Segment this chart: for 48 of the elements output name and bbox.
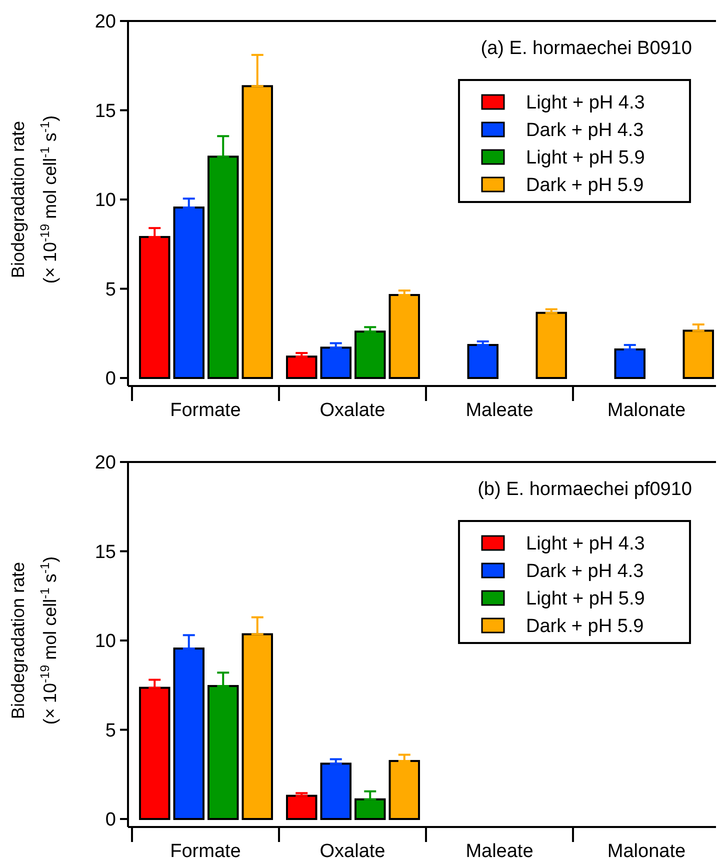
legend-label: Light + pH 4.3 [526, 534, 645, 555]
legend-label: Light + pH 5.9 [526, 148, 645, 169]
x-tick-label: Oxalate [320, 400, 386, 421]
y-tick-label: 5 [105, 279, 116, 300]
bar [173, 648, 204, 820]
bar [173, 206, 204, 379]
bar [467, 344, 498, 379]
legend-label: Dark + pH 5.9 [526, 175, 644, 196]
y-tick-label: 20 [94, 452, 116, 474]
x-tick-label: Maleate [466, 841, 534, 858]
legend-label: Light + pH 4.3 [526, 92, 645, 114]
bar [208, 156, 239, 379]
bar [354, 330, 386, 379]
bar [242, 85, 273, 379]
bar [286, 356, 318, 379]
text: (a) E. hormaechei B0910 [480, 38, 692, 59]
bar [208, 685, 239, 820]
bar [320, 762, 352, 820]
y-tick-label: 10 [94, 190, 116, 212]
y-tick-label: 15 [94, 542, 116, 563]
x-tick-label: Formate [170, 400, 241, 421]
bar [614, 348, 646, 379]
legend-label: Dark + pH 5.9 [526, 616, 644, 638]
x-tick-label: Malonate [607, 841, 686, 858]
bar [320, 346, 352, 379]
bar [388, 294, 420, 379]
x-tick-label: Malonate [607, 400, 686, 421]
bar [139, 236, 170, 379]
y-tick-label: 15 [94, 100, 116, 122]
bar [536, 312, 567, 379]
x-tick-label: Oxalate [320, 841, 386, 858]
y-tick-label: 5 [105, 720, 116, 742]
bar [682, 330, 714, 379]
text: (b) E. hormaechei pf0910 [478, 479, 692, 500]
legend-label: Dark + pH 4.3 [526, 120, 644, 142]
bar [242, 633, 273, 820]
x-tick-label: Formate [170, 841, 241, 858]
bar [139, 686, 170, 820]
y-tick-label: 20 [94, 12, 116, 33]
bar [354, 798, 386, 820]
y-tick-label: 0 [105, 810, 116, 831]
bar [286, 794, 318, 820]
y-tick-label: 10 [94, 631, 116, 652]
x-tick-label: Maleate [466, 400, 534, 421]
legend-label: Dark + pH 4.3 [526, 561, 644, 582]
y-tick-label: 0 [105, 368, 116, 390]
legend-label: Light + pH 5.9 [526, 588, 645, 610]
bar [388, 760, 420, 820]
